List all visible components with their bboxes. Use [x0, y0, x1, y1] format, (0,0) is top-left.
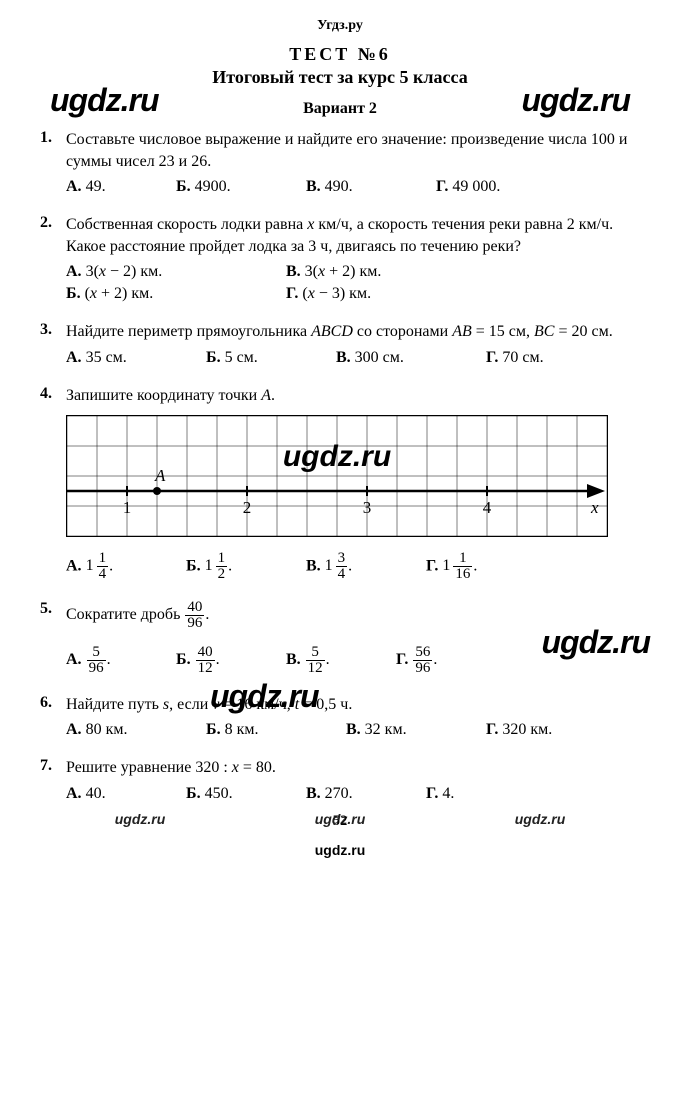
svg-text:1: 1	[123, 498, 132, 517]
bottom-watermark: ugdz.ru	[40, 842, 640, 858]
question-4: 4. Запишите координату точки A. 1 2 3 4 x A…	[40, 385, 640, 582]
q4-text: Запишите координату точки A.	[66, 385, 640, 407]
q6-number: 6.	[40, 694, 66, 712]
q7-text: Решите уравнение 320 : x = 80.	[66, 757, 640, 779]
q4-ans-a: А. 114.	[66, 551, 186, 582]
q3-ans-b: Б. 5 см.	[206, 349, 336, 367]
q1-ans-c: В. 490.	[306, 178, 436, 196]
q2-ans-c: В. 3(x + 2) км.	[286, 263, 381, 281]
q4-ans-c: В. 134.	[306, 551, 426, 582]
svg-text:x: x	[590, 498, 599, 517]
number-line-svg: 1 2 3 4 x A ugdz.ru	[66, 415, 608, 537]
svg-text:4: 4	[483, 498, 492, 517]
q5-ans-c: В. 512.	[286, 645, 396, 676]
svg-text:A: A	[154, 466, 166, 485]
q3-ans-a: А. 35 см.	[66, 349, 206, 367]
q3-ans-d: Г. 70 см.	[486, 349, 544, 367]
watermark-footer-1: ugdz.ru	[115, 811, 166, 827]
svg-text:2: 2	[243, 498, 252, 517]
site-header: Угдз.ру	[40, 18, 640, 34]
q7-ans-d: Г. 4.	[426, 785, 454, 803]
svg-text:3: 3	[363, 498, 372, 517]
q6-ans-c: В. 32 км.	[346, 721, 486, 739]
question-7: 7. Решите уравнение 320 : x = 80. А. 40.…	[40, 757, 640, 803]
question-1: 1. Составьте числовое выражение и найдит…	[40, 129, 640, 196]
q5-ans-a: А. 596.	[66, 645, 176, 676]
q3-number: 3.	[40, 321, 66, 339]
q7-ans-a: А. 40.	[66, 785, 186, 803]
question-2: 2. Собственная скорость лодки равна x км…	[40, 214, 640, 303]
q6-ans-d: Г. 320 км.	[486, 721, 552, 739]
q4-ans-d: Г. 1116.	[426, 551, 477, 582]
q2-ans-b: Б. (x + 2) км.	[66, 285, 286, 303]
watermark-left: ugdz.ru	[50, 82, 159, 119]
q7-ans-c: В. 270.	[306, 785, 426, 803]
test-title: ТЕСТ №6	[40, 44, 640, 65]
q2-text: Собственная скорость лодки равна x км/ч,…	[66, 214, 640, 257]
q4-ans-b: Б. 112.	[186, 551, 306, 582]
q2-number: 2.	[40, 214, 66, 232]
question-3: 3. Найдите периметр прямоугольника ABCD …	[40, 321, 640, 367]
q6-ans-b: Б. 8 км.	[206, 721, 346, 739]
q5-ans-d: Г. 5696.	[396, 645, 437, 676]
q2-ans-d: Г. (x − 3) км.	[286, 285, 371, 303]
q1-ans-a: А. 49.	[66, 178, 176, 196]
question-6: 6. Найдите путь s, если v = 16 км/ч, t =…	[40, 694, 640, 740]
q5-ans-b: Б. 4012.	[176, 645, 286, 676]
q2-ans-a: А. 3(x − 2) км.	[66, 263, 286, 281]
q7-number: 7.	[40, 757, 66, 775]
q1-ans-d: Г. 49 000.	[436, 178, 500, 196]
svg-text:ugdz.ru: ugdz.ru	[283, 440, 391, 473]
q1-text: Составьте числовое выражение и найдите е…	[66, 129, 640, 172]
q1-ans-b: Б. 4900.	[176, 178, 306, 196]
q4-number: 4.	[40, 385, 66, 403]
q1-number: 1.	[40, 129, 66, 147]
q6-ans-a: А. 80 км.	[66, 721, 206, 739]
q3-ans-c: В. 300 см.	[336, 349, 486, 367]
q3-text: Найдите периметр прямоугольника ABCD со …	[66, 321, 640, 343]
q7-ans-b: Б. 450.	[186, 785, 306, 803]
question-5: 5. Сократите дробь 4096. А. 596. Б. 4012…	[40, 600, 640, 676]
watermark-q5: ugdz.ru	[541, 624, 650, 661]
q6-text: Найдите путь s, если v = 16 км/ч, t = 0,…	[66, 694, 640, 716]
watermark-footer-3: ugdz.ru	[515, 811, 566, 827]
watermark-right: ugdz.ru	[521, 82, 630, 119]
number-line-grid: 1 2 3 4 x A ugdz.ru	[66, 415, 606, 537]
q5-number: 5.	[40, 600, 66, 618]
